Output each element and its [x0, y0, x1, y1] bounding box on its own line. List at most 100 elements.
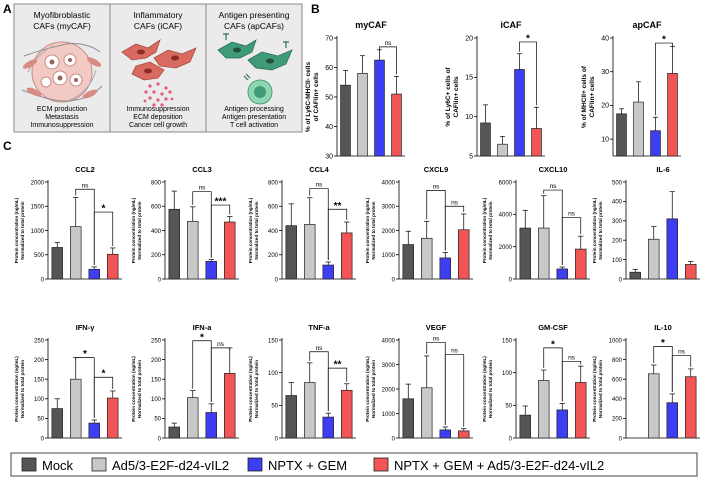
il10-tick-label: 0: [619, 436, 623, 442]
ifna-ylabel-line1: Protein concentration (ng/mL): [131, 356, 136, 422]
mycaf-title-line2: CAFs (myCAF): [33, 21, 91, 31]
legend-label-3: NPTX + GEM: [268, 458, 347, 473]
gmcsf-tick-label: 0: [509, 436, 513, 442]
ccl2-tick-label: 500: [34, 253, 45, 259]
cxcl9-bar-1: [402, 244, 414, 280]
il10-tick-label: 200: [612, 417, 623, 423]
ccl4-tick-label: 0: [275, 277, 279, 283]
antigen-presenting-cells-illustration: [217, 33, 293, 105]
il10-sig-bracket: [671, 355, 692, 392]
vegf-tick-label: 2000: [382, 387, 396, 393]
vegf-ylabel-line2: Normalized to total protein: [371, 360, 376, 418]
icaf-title: iCAF: [501, 20, 522, 30]
mycaf-sig-bracket: [379, 46, 397, 75]
tnfa-tick-label: 150: [268, 338, 279, 344]
ifng-tick-label: 150: [34, 378, 45, 384]
apcaf-box: Antigen presenting CAFs (apCAFs) Antigen…: [205, 3, 303, 133]
icaf-ylabel-line2: CAFlin+ cells: [453, 76, 460, 117]
cxcl9-bar-3: [439, 257, 451, 280]
tnfa-bar-4: [341, 389, 353, 439]
ccl4-ylabel-line2: Normalized to total protein: [254, 201, 259, 259]
ccl4-bar-1: [285, 225, 297, 280]
gmcsf-tick-label: 100: [502, 371, 513, 377]
apcaf-chart: apCAF 10 20 30 40 % of MHCII+ cells of CAFlin+…: [581, 20, 681, 157]
apcaf-sig-label: *: [662, 35, 666, 46]
il10-tick-label: 800: [612, 358, 623, 364]
mycaf-tick-label: 70: [325, 35, 333, 42]
ccl2-sig-bracket: [93, 211, 114, 265]
cxcl9-bar-2: [421, 237, 433, 280]
cxcl10-sig-bracket: [561, 217, 582, 266]
il6-tick-label: 100: [612, 258, 623, 264]
ifng-chart: IFN-γ 0 50 100 150 200 250 Protein concentratio…: [14, 323, 122, 442]
tnfa-ylabel-line1: Protein concentration (ng/mL): [248, 356, 253, 422]
cxcl10-tick-label: 6000: [499, 180, 513, 186]
legend-swatch-4: [373, 457, 389, 472]
ccl4-bar-3: [322, 264, 334, 280]
cxcl10-bar-4: [575, 248, 587, 280]
vegf-tick-label: 1000: [382, 412, 396, 418]
ccl3-tick-label: 600: [151, 205, 162, 211]
gmcsf-title: GM-CSF: [538, 323, 568, 332]
ccl4-tick-label: 800: [268, 180, 279, 186]
icaf-footer-line2: ECM deposition: [133, 114, 183, 121]
il6-bar-3: [666, 218, 678, 280]
ccl4-tick-label: 600: [268, 205, 279, 211]
mycaf-sig-label: ns: [385, 40, 393, 47]
ccl4-sig-bracket: [327, 208, 348, 261]
il6-ylabel-line1: Protein concentration (ng/mL): [592, 197, 597, 263]
gmcsf-sig-label: *: [551, 339, 555, 350]
cxcl10-sig-label: ns: [550, 183, 558, 190]
ccl2-bar-1: [51, 247, 63, 280]
ccl4-sig-label: ns: [316, 182, 324, 189]
ifng-sig-label: *: [83, 349, 87, 360]
apcaf-title-line2: CAFs (apCAFs): [224, 21, 284, 31]
apcaf-bar-2: [633, 101, 644, 157]
tnfa-chart: TNF-a 0 50 100 150 Protein concentration (ng/…: [248, 323, 356, 442]
tnfa-tick-label: 50: [271, 404, 278, 410]
gmcsf-bar-2: [538, 380, 550, 439]
apcaf-ylabel-line1: % of MHCII+ cells of: [581, 65, 588, 128]
ccl4-bar-2: [304, 224, 316, 280]
ifna-tick-label: 200: [151, 358, 162, 364]
ccl4-ylabel-line1: Protein concentration (ng/mL): [248, 197, 253, 263]
ccl3-tick-label: 800: [151, 180, 162, 186]
vegf-tick-label: 4000: [382, 338, 396, 344]
mycaf-tick-label: 30: [325, 153, 333, 160]
apcaf-bar-1: [616, 113, 627, 157]
ccl2-ylabel-line2: Normalized to total protein: [20, 201, 25, 259]
ccl3-ylabel-line1: Protein concentration (ng/mL): [131, 197, 136, 263]
cxcl9-title: CXCL9: [424, 165, 449, 174]
mycaf-title: myCAF: [355, 20, 387, 30]
cxcl10-ylabel-line1: Protein concentration (ng/mL): [482, 197, 487, 263]
tnfa-bar-1: [285, 395, 297, 439]
icaf-footer-line1: Immunosuppression: [126, 106, 189, 113]
apcaf-footer-line3: T cell activation: [230, 122, 278, 129]
ifng-ylabel-line2: Normalized to total protein: [20, 360, 25, 418]
ccl4-bar-4: [341, 232, 353, 280]
ifng-tick-label: 0: [41, 436, 45, 442]
ccl3-bar-1: [168, 208, 180, 280]
icaf-bar-4: [531, 128, 542, 157]
il10-sig-label: ns: [678, 349, 686, 356]
ifna-tick-label: 0: [158, 436, 162, 442]
cxcl10-title: CXCL10: [539, 165, 568, 174]
apcaf-tick-label: 30: [601, 69, 609, 76]
ifna-tick-label: 250: [151, 338, 162, 344]
icaf-sig-label: *: [526, 33, 530, 44]
ccl3-bar-2: [187, 221, 199, 280]
icaf-tick-label: 20: [465, 35, 473, 42]
il6-tick-label: 200: [612, 239, 623, 245]
inflammatory-cells-illustration: [121, 39, 197, 107]
cxcl9-sig-label: ns: [433, 183, 441, 190]
tnfa-sig-label: **: [334, 360, 342, 371]
cxcl10-bar-3: [556, 268, 568, 280]
ccl4-tick-label: 200: [268, 253, 279, 259]
legend-label-4: NPTX + GEM + Ad5/3-E2F-d24-vIL2: [394, 458, 604, 473]
ccl4-sig-label: **: [334, 201, 342, 212]
tnfa-title: TNF-a: [308, 323, 330, 332]
gmcsf-sig-label: ns: [568, 355, 576, 362]
mycaf-bar-3: [374, 59, 385, 157]
legend-frame: [10, 452, 698, 477]
cxcl9-chart: CXCL9 0 1000 2000 3000 4000 Protein concentrat…: [365, 165, 473, 283]
